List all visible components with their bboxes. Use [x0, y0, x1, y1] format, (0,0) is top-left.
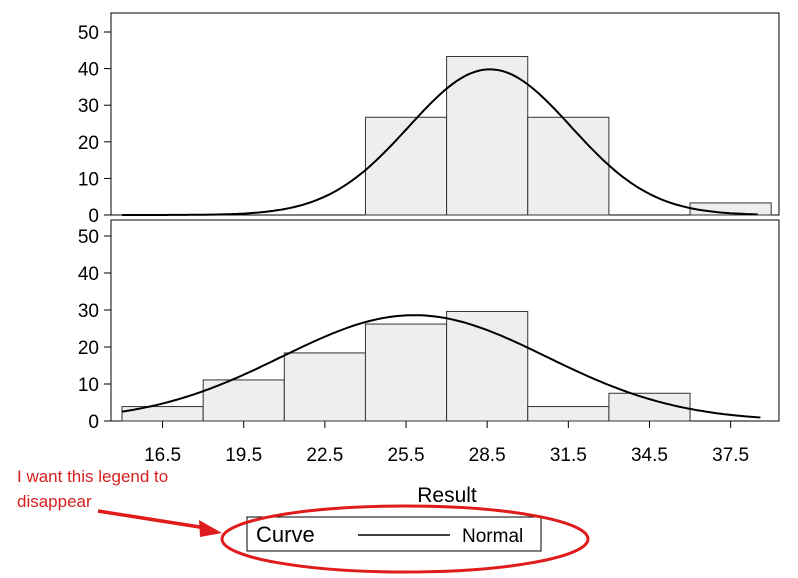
y-tick-label: 20	[78, 133, 99, 154]
histogram-bar	[527, 116, 610, 216]
x-tick-label: 25.5	[388, 445, 425, 466]
histogram-bar	[364, 323, 448, 422]
y-tick-label: 20	[78, 338, 99, 359]
x-tick-label: 16.5	[144, 445, 181, 466]
y-tick-label: 30	[78, 301, 99, 322]
histogram-bar	[446, 56, 529, 216]
annotation-line-2: disappear	[17, 492, 92, 511]
y-tick-label: 50	[78, 227, 99, 248]
annotation-arrowhead-icon	[199, 520, 222, 537]
histogram-bar	[446, 310, 529, 422]
legend-frame	[246, 516, 542, 552]
normal-curve	[122, 68, 758, 216]
legend-title: Curve	[256, 522, 315, 547]
normal-curve	[121, 314, 761, 419]
x-tick-label: 28.5	[469, 445, 506, 466]
legend-box: Curve Normal	[246, 516, 542, 552]
y-tick-label: 40	[78, 264, 99, 285]
y-tick-label: 10	[78, 375, 99, 396]
x-axis: 16.5 19.5 22.5 25.5 28.5 31.5 34.5 37.5	[144, 421, 749, 466]
y-tick-label: 0	[88, 206, 99, 227]
legend-entry-normal: Normal	[462, 526, 523, 547]
x-tick-label: 34.5	[631, 445, 668, 466]
panel-1: 0 10 20 30 40 50	[78, 12, 780, 227]
y-tick-label: 50	[78, 23, 99, 44]
panel-2: 0 10 20 30 40 50	[78, 219, 780, 433]
histogram-bar	[364, 116, 448, 216]
histogram-bar	[608, 392, 691, 422]
x-tick-label: 37.5	[712, 445, 749, 466]
y-tick-label: 10	[78, 169, 99, 190]
annotation-ellipse-icon	[220, 504, 590, 574]
y-tick-label: 40	[78, 60, 99, 81]
y-tick-label: 0	[88, 412, 99, 433]
x-axis-title: Result	[417, 484, 477, 507]
x-tick-label: 19.5	[225, 445, 262, 466]
x-tick-label: 31.5	[550, 445, 587, 466]
histogram-bar	[283, 352, 366, 422]
annotation-arrow-icon	[97, 509, 207, 530]
histogram-bar	[527, 406, 610, 422]
y-tick-label: 30	[78, 96, 99, 117]
x-tick-label: 22.5	[306, 445, 343, 466]
annotation-line-1: I want this legend to	[17, 467, 168, 486]
annotation: I want this legend to disappear	[17, 467, 590, 574]
